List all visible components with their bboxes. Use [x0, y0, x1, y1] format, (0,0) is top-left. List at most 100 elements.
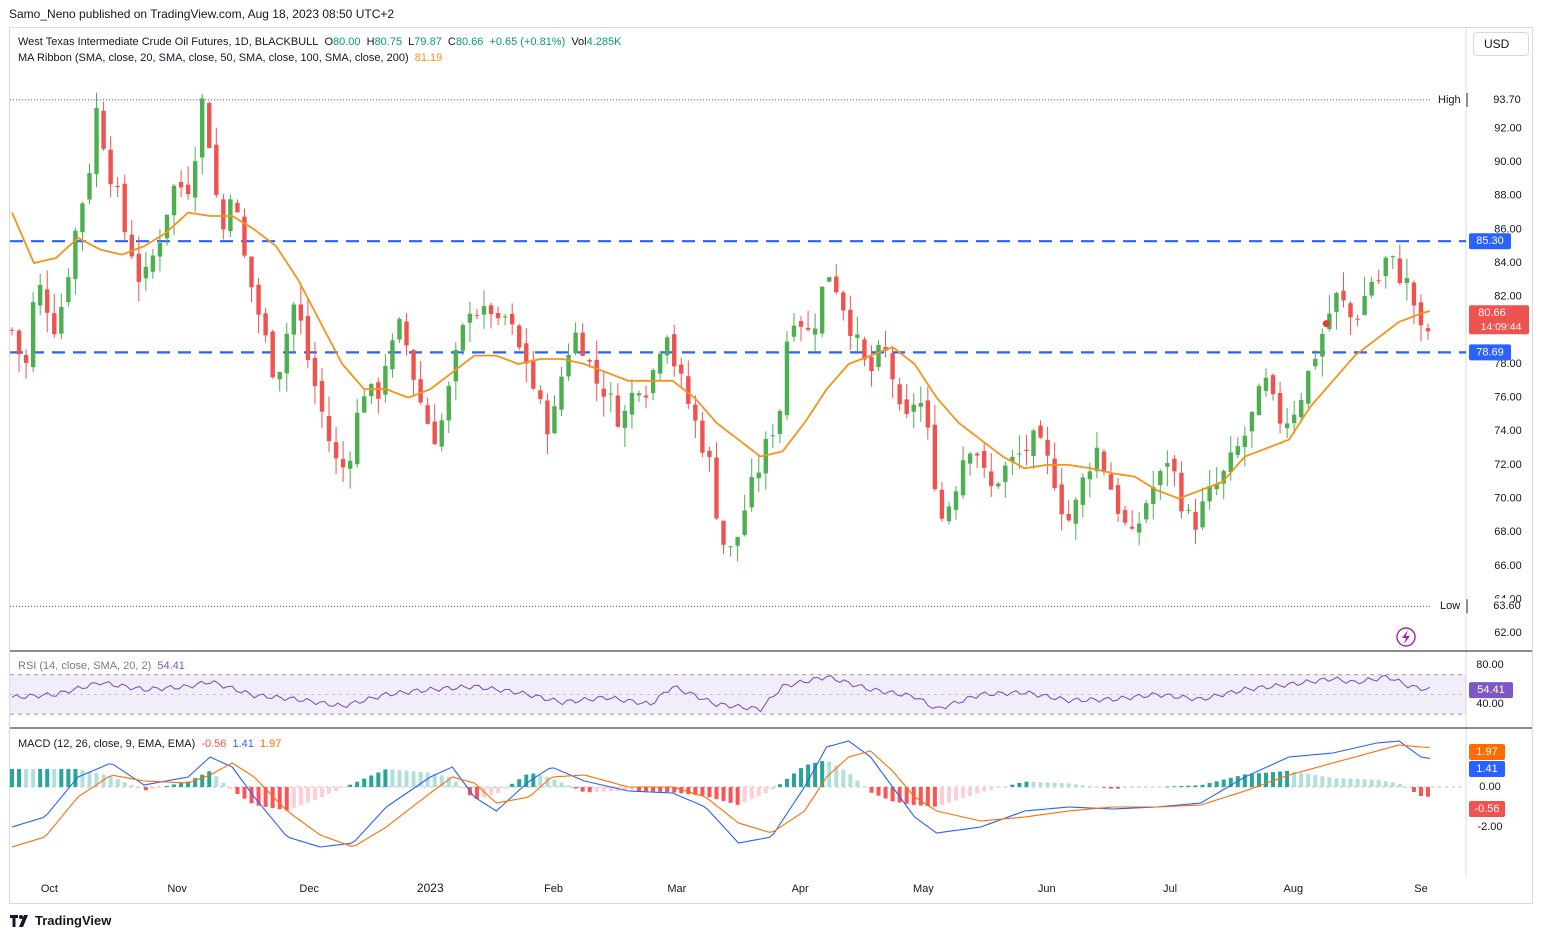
candle-body — [1313, 358, 1318, 367]
macd-histogram-bar — [644, 787, 649, 792]
macd-histogram-bar — [707, 787, 712, 798]
macd-histogram-bar — [52, 769, 57, 787]
candle-body — [1080, 477, 1086, 505]
macd-histogram-bar — [1426, 787, 1431, 797]
low-label: Low — [1440, 600, 1460, 612]
candle-body — [383, 366, 388, 395]
macd-histogram-bar — [665, 787, 670, 793]
candle-body — [376, 382, 381, 399]
candle-body — [1306, 370, 1311, 404]
macd-histogram-bar — [439, 775, 444, 787]
candle-body — [735, 536, 740, 546]
candle-body — [94, 108, 99, 175]
macd-histogram-bar — [1383, 781, 1388, 787]
candle-body — [446, 385, 451, 421]
candle-body — [1207, 485, 1212, 502]
candle-body — [834, 276, 839, 293]
macd-histogram-bar — [608, 787, 613, 792]
macd-label[interactable]: MACD (12, 26, close, 9, EMA, EMA) — [18, 738, 196, 750]
rsi-label[interactable]: RSI (14, close, SMA, 20, 2) — [18, 660, 152, 672]
macd-histogram-bar — [1390, 782, 1395, 787]
candle-body — [1263, 377, 1269, 391]
candle-body — [1383, 257, 1388, 276]
candle-body — [242, 216, 247, 256]
macd-histogram-bar — [510, 783, 515, 787]
macd-line — [11, 740, 1430, 848]
y-tick-label: 88.00 — [1494, 190, 1522, 202]
last-price-label: 80.66 — [1478, 307, 1506, 319]
candle-body — [1334, 293, 1339, 312]
macd-histogram-bar — [566, 785, 571, 787]
candle-body — [939, 489, 945, 519]
candle-body — [1270, 375, 1276, 395]
macd-histogram-bar — [334, 787, 339, 791]
ma-ribbon-label[interactable]: MA Ribbon (SMA, close, 20, SMA, close, 5… — [18, 52, 409, 64]
candle-body — [559, 376, 564, 410]
candle-body — [587, 360, 592, 362]
candle-body — [305, 315, 311, 360]
macd-histogram-bar — [989, 787, 994, 790]
macd-histogram-bar — [897, 787, 902, 803]
macd-histogram-bar — [172, 784, 177, 787]
y-tick-label: 82.00 — [1494, 291, 1522, 303]
candle-body — [721, 520, 726, 545]
macd-histogram-bar — [1292, 771, 1297, 787]
macd-histogram-bar — [932, 787, 937, 807]
macd-histogram-bar — [700, 787, 705, 796]
candle-body — [221, 199, 226, 230]
macd-histogram-bar — [327, 787, 332, 794]
macd-histogram-bar — [122, 782, 127, 787]
candle-body — [1165, 463, 1170, 467]
candle-body — [756, 472, 761, 479]
low-value-label: 63.60 — [1493, 600, 1521, 612]
volume: Vol4.285K — [571, 36, 622, 48]
macd-histogram-bar — [383, 769, 388, 787]
candle-body — [1425, 328, 1431, 332]
macd-histogram-bar — [214, 776, 219, 787]
candle-body — [1355, 318, 1360, 320]
candle-body — [1038, 425, 1043, 438]
candle-body — [601, 388, 606, 397]
macd-histogram-bar — [1376, 780, 1381, 787]
candle-body — [411, 350, 416, 380]
macd-histogram-bar — [1186, 785, 1191, 787]
candle-body — [108, 149, 113, 185]
candle-body — [171, 185, 177, 216]
macd-histogram-bar — [1256, 773, 1261, 787]
candle-body — [1348, 303, 1353, 318]
macd-histogram-bar — [545, 777, 550, 787]
macd-histogram-bar — [538, 775, 543, 787]
macd-histogram-bar — [277, 787, 282, 810]
candle-body — [1327, 313, 1332, 330]
brand-footer[interactable]: TradingView — [10, 913, 111, 928]
macd-tick-label: 0.00 — [1479, 781, 1500, 793]
currency-button[interactable]: USD — [1473, 32, 1529, 56]
candle-body — [848, 309, 853, 336]
candle-body — [862, 339, 867, 360]
publisher-credit: Samo_Neno published on TradingView.com, … — [9, 7, 395, 21]
macd-histogram-bar — [1094, 786, 1099, 788]
candle-body — [1200, 501, 1205, 528]
macd-histogram-bar — [721, 787, 726, 801]
macd-histogram-bar — [319, 787, 324, 798]
macd-histogram-bar — [242, 787, 247, 799]
candle-body — [552, 406, 557, 434]
candle-body — [770, 435, 776, 437]
candle-body — [200, 98, 205, 158]
x-tick-label: Se — [1414, 883, 1427, 895]
macd-histogram-bar — [1341, 778, 1346, 787]
candle-body — [1045, 439, 1050, 456]
symbol-title[interactable]: West Texas Intermediate Crude Oil Future… — [18, 36, 319, 48]
x-tick-label: Dec — [299, 883, 319, 895]
macd-histogram-bar — [1151, 787, 1156, 788]
candle-body — [263, 313, 268, 336]
candle-body — [1186, 509, 1191, 511]
candle-body — [249, 256, 254, 288]
macd-histogram-bar — [1362, 779, 1367, 787]
level-price-label: 78.69 — [1476, 346, 1504, 358]
candle-body — [192, 161, 198, 198]
macd-histogram-bar — [1404, 787, 1409, 788]
macd-histogram-bar — [1369, 779, 1374, 787]
macd-histogram-bar — [714, 787, 719, 799]
